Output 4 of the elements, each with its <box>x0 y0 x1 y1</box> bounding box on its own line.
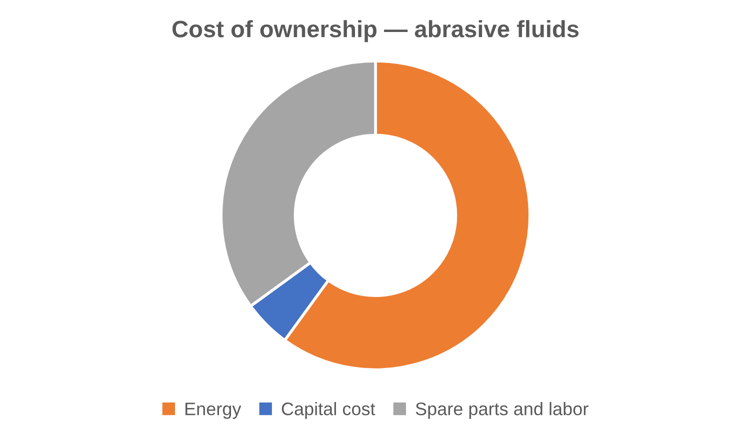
legend-label: Spare parts and labor <box>416 402 588 419</box>
legend-label: Energy <box>186 402 242 419</box>
legend-label: Capital cost <box>282 402 376 419</box>
chart-title: Cost of ownership — abrasive fluids <box>172 20 579 42</box>
